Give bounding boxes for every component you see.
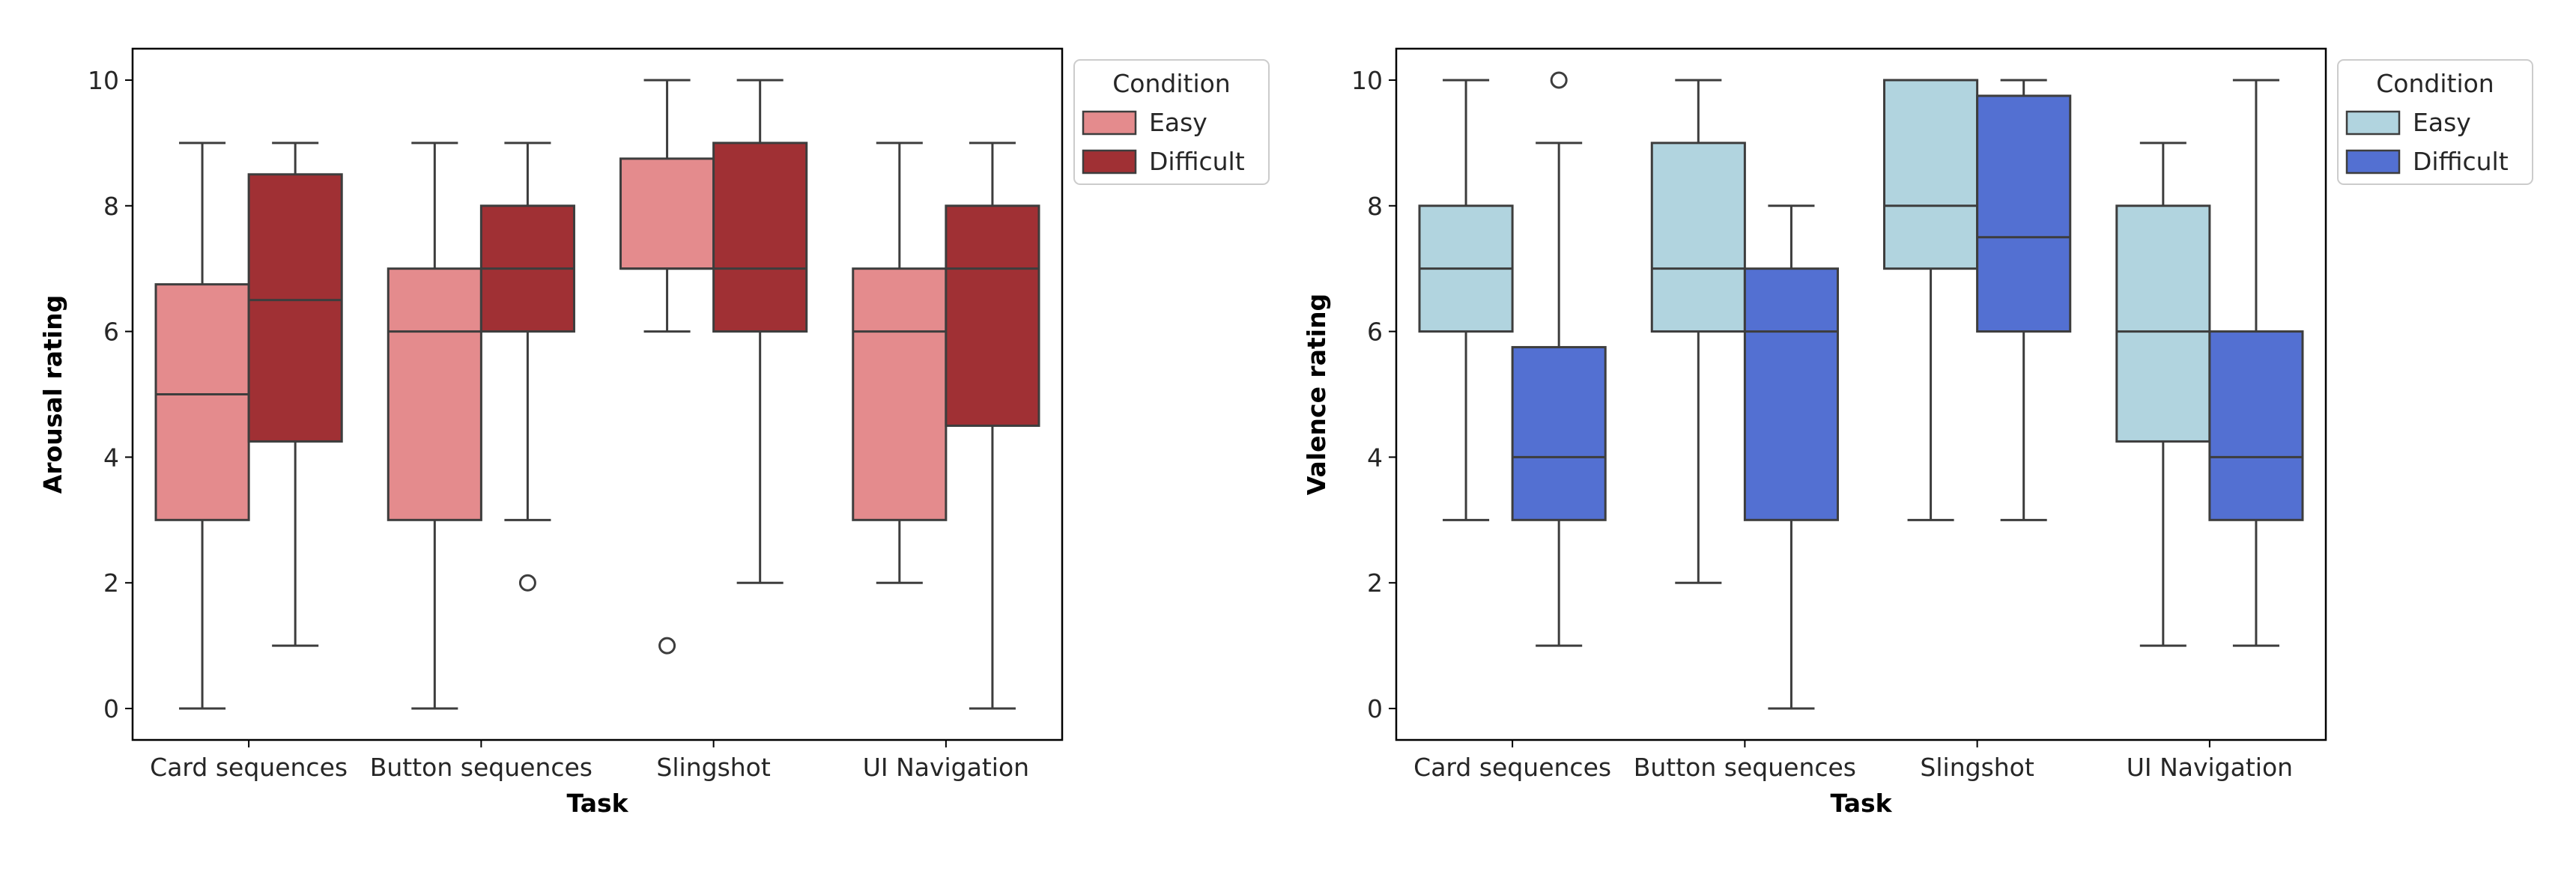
box-difficult	[1976, 94, 2072, 333]
legend-swatch-easy	[2345, 110, 2401, 136]
box-easy	[1883, 79, 1979, 270]
y-tick-label: 0	[1367, 694, 1383, 723]
legend-label-easy: Easy	[2413, 108, 2471, 137]
valence-chart: 0 2 4 6 8 10 Card sequences Button sequences Sli…	[1302, 47, 2533, 818]
box-difficult	[1743, 267, 1839, 521]
y-tick-label: 8	[103, 192, 119, 221]
legend: Condition Easy Difficult	[1073, 59, 1270, 185]
legend-label-difficult: Difficult	[1149, 147, 1245, 176]
box-easy	[852, 267, 948, 521]
box-easy	[2115, 204, 2211, 443]
legend-label-difficult: Difficult	[2413, 147, 2509, 176]
y-tick-label: 2	[103, 568, 119, 598]
y-tick-label: 6	[1367, 318, 1383, 347]
x-tick-label: Button sequences	[370, 753, 593, 782]
y-tick-label: 0	[103, 694, 119, 723]
box-easy	[387, 267, 482, 521]
legend: Condition Easy Difficult	[2337, 59, 2533, 185]
box-difficult	[945, 204, 1040, 427]
y-axis-label: Arousal rating	[38, 295, 67, 494]
box-difficult	[247, 173, 343, 443]
x-axis-label: Task	[1830, 789, 1892, 818]
box-difficult	[2208, 330, 2304, 521]
plot-frame	[131, 47, 1064, 741]
x-tick-label: UI Navigation	[2127, 753, 2293, 782]
y-tick-label: 10	[1351, 66, 1383, 95]
arousal-chart: 0 2 4 6 8 10 Card sequences Button sequences Sli…	[38, 47, 1270, 818]
x-tick-label: Card sequences	[1413, 753, 1611, 782]
x-tick-label: UI Navigation	[863, 753, 1029, 782]
y-tick-label: 8	[1367, 192, 1383, 221]
x-tick-label: Slingshot	[656, 753, 770, 782]
legend-swatch-easy	[1082, 110, 1137, 136]
box-easy	[1650, 142, 1746, 333]
legend-title: Condition	[1112, 69, 1230, 98]
legend-label-easy: Easy	[1149, 108, 1207, 137]
box-difficult	[1511, 346, 1607, 521]
x-tick-label: Slingshot	[1920, 753, 2034, 782]
y-tick-label: 4	[1367, 443, 1383, 472]
x-tick-label: Button sequences	[1634, 753, 1856, 782]
plot-frame	[1395, 47, 2327, 741]
box-easy	[619, 157, 715, 270]
y-tick-label: 10	[88, 66, 119, 95]
y-tick-label: 4	[103, 443, 119, 472]
y-tick-label: 2	[1367, 568, 1383, 598]
box-easy	[154, 283, 250, 521]
box-difficult	[712, 142, 808, 333]
outlier-point	[518, 574, 536, 592]
legend-swatch-difficult	[2345, 149, 2401, 174]
x-tick-label: Card sequences	[150, 753, 348, 782]
y-axis-label: Valence rating	[1302, 294, 1331, 495]
x-axis-label: Task	[566, 789, 628, 818]
outlier-point	[1550, 71, 1568, 89]
outlier-point	[658, 637, 676, 655]
y-tick-label: 6	[103, 318, 119, 347]
legend-swatch-difficult	[1082, 149, 1137, 174]
legend-title: Condition	[2376, 69, 2494, 98]
